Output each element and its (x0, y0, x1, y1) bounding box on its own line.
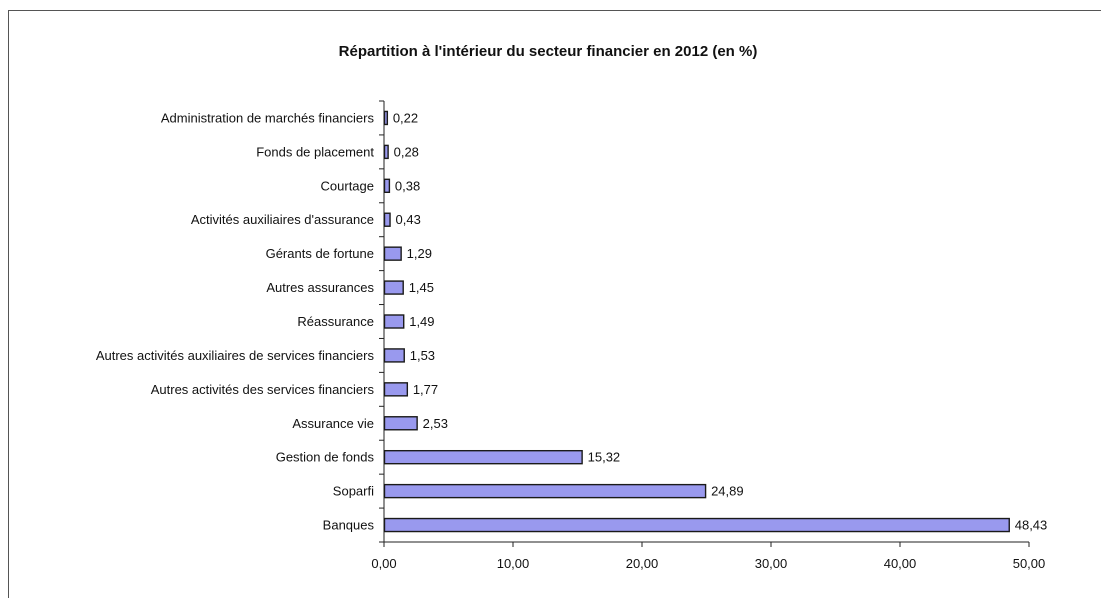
value-label: 0,22 (393, 110, 418, 125)
x-tick-label: 10,00 (497, 556, 530, 571)
category-label: Réassurance (297, 314, 374, 329)
x-tick-label: 0,00 (371, 556, 396, 571)
chart-title: Répartition à l'intérieur du secteur fin… (339, 43, 758, 60)
value-label: 1,53 (410, 348, 435, 363)
bar (383, 348, 405, 363)
category-label: Administration de marchés financiers (161, 110, 375, 125)
x-tick-label: 50,00 (1013, 556, 1046, 571)
category-label: Fonds de placement (256, 144, 374, 159)
chart-frame (8, 10, 1101, 598)
category-label: Autres activités auxiliaires de services… (96, 348, 375, 363)
bar (383, 517, 1010, 533)
value-label: 1,29 (407, 246, 432, 261)
value-label: 48,43 (1015, 518, 1048, 533)
value-label: 1,45 (409, 280, 434, 295)
bar (383, 212, 391, 227)
plot-area: 0,00 10,00 20,00 30,00 40,00 50,00 Administrat… (96, 100, 1048, 571)
value-label: 1,49 (409, 314, 434, 329)
x-tick-label: 30,00 (755, 556, 788, 571)
x-tick-label: 20,00 (626, 556, 659, 571)
bar (383, 110, 389, 126)
bar (383, 483, 707, 499)
category-label: Autres assurances (266, 280, 374, 295)
x-tick-label: 40,00 (884, 556, 917, 571)
category-label: Courtage (321, 178, 374, 193)
value-label: 2,53 (423, 416, 448, 431)
value-label: 1,77 (413, 382, 438, 397)
category-label: Assurance vie (292, 416, 374, 431)
category-label: Soparfi (333, 484, 374, 499)
bar (383, 246, 402, 261)
value-label: 24,89 (711, 484, 744, 499)
category-label: Autres activités des services financiers (151, 382, 375, 397)
value-label: 0,28 (394, 144, 419, 159)
category-label: Gestion de fonds (276, 450, 375, 465)
bar (383, 449, 583, 465)
value-label: 0,43 (396, 212, 421, 227)
bar (383, 178, 391, 194)
bar (383, 144, 389, 160)
bar (383, 416, 418, 431)
value-label: 15,32 (588, 450, 621, 465)
value-label: 0,38 (395, 178, 420, 193)
bar (383, 382, 409, 397)
category-label: Activités auxiliaires d'assurance (191, 212, 374, 227)
category-label: Banques (323, 518, 375, 533)
bar (383, 280, 404, 295)
category-label: Gérants de fortune (266, 246, 374, 261)
bar (383, 314, 405, 329)
